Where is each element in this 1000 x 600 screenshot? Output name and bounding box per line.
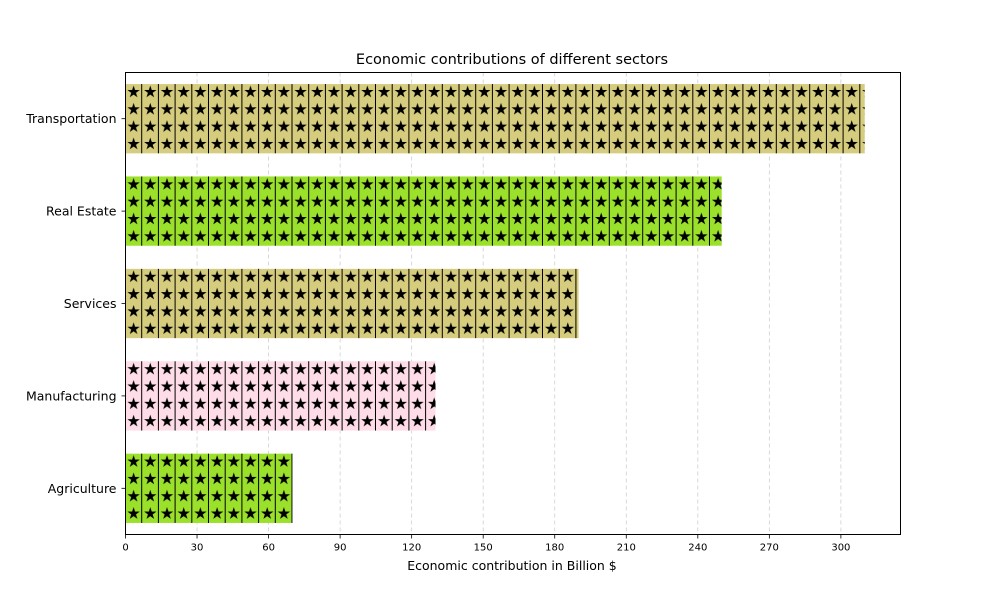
y-tick-label: Real Estate (46, 204, 117, 219)
bar-real-estate (125, 176, 722, 246)
y-tick-label: Manufacturing (26, 388, 117, 403)
x-tick-label: 270 (760, 543, 779, 554)
y-axis: Agriculture Manufacturing Services Real Est… (25, 111, 126, 496)
x-tick-label: 300 (831, 543, 850, 554)
x-tick-label: 0 (122, 543, 128, 554)
x-tick-label: 30 (191, 543, 204, 554)
y-tick-label: Services (64, 296, 117, 311)
x-tick-label: 210 (617, 543, 636, 554)
y-tick-label: Agriculture (48, 481, 117, 496)
bars (125, 84, 865, 523)
x-axis: 0 30 60 90 120 150 180 210 240 270 300 (122, 534, 850, 554)
x-tick-label: 120 (402, 543, 421, 554)
bar-transportation (125, 84, 865, 154)
x-tick-label: 240 (688, 543, 707, 554)
bar-manufacturing (125, 361, 436, 431)
y-tick-label: Transportation (25, 111, 116, 126)
chart-title: Economic contributions of different sect… (356, 52, 668, 68)
bar-services (125, 268, 579, 339)
x-tick-label: 180 (545, 543, 564, 554)
x-axis-label: Economic contribution in Billion $ (407, 558, 617, 573)
x-tick-label: 60 (262, 543, 275, 554)
x-tick-label: 150 (474, 543, 493, 554)
x-tick-label: 90 (334, 543, 347, 554)
bar-agriculture (125, 453, 293, 523)
